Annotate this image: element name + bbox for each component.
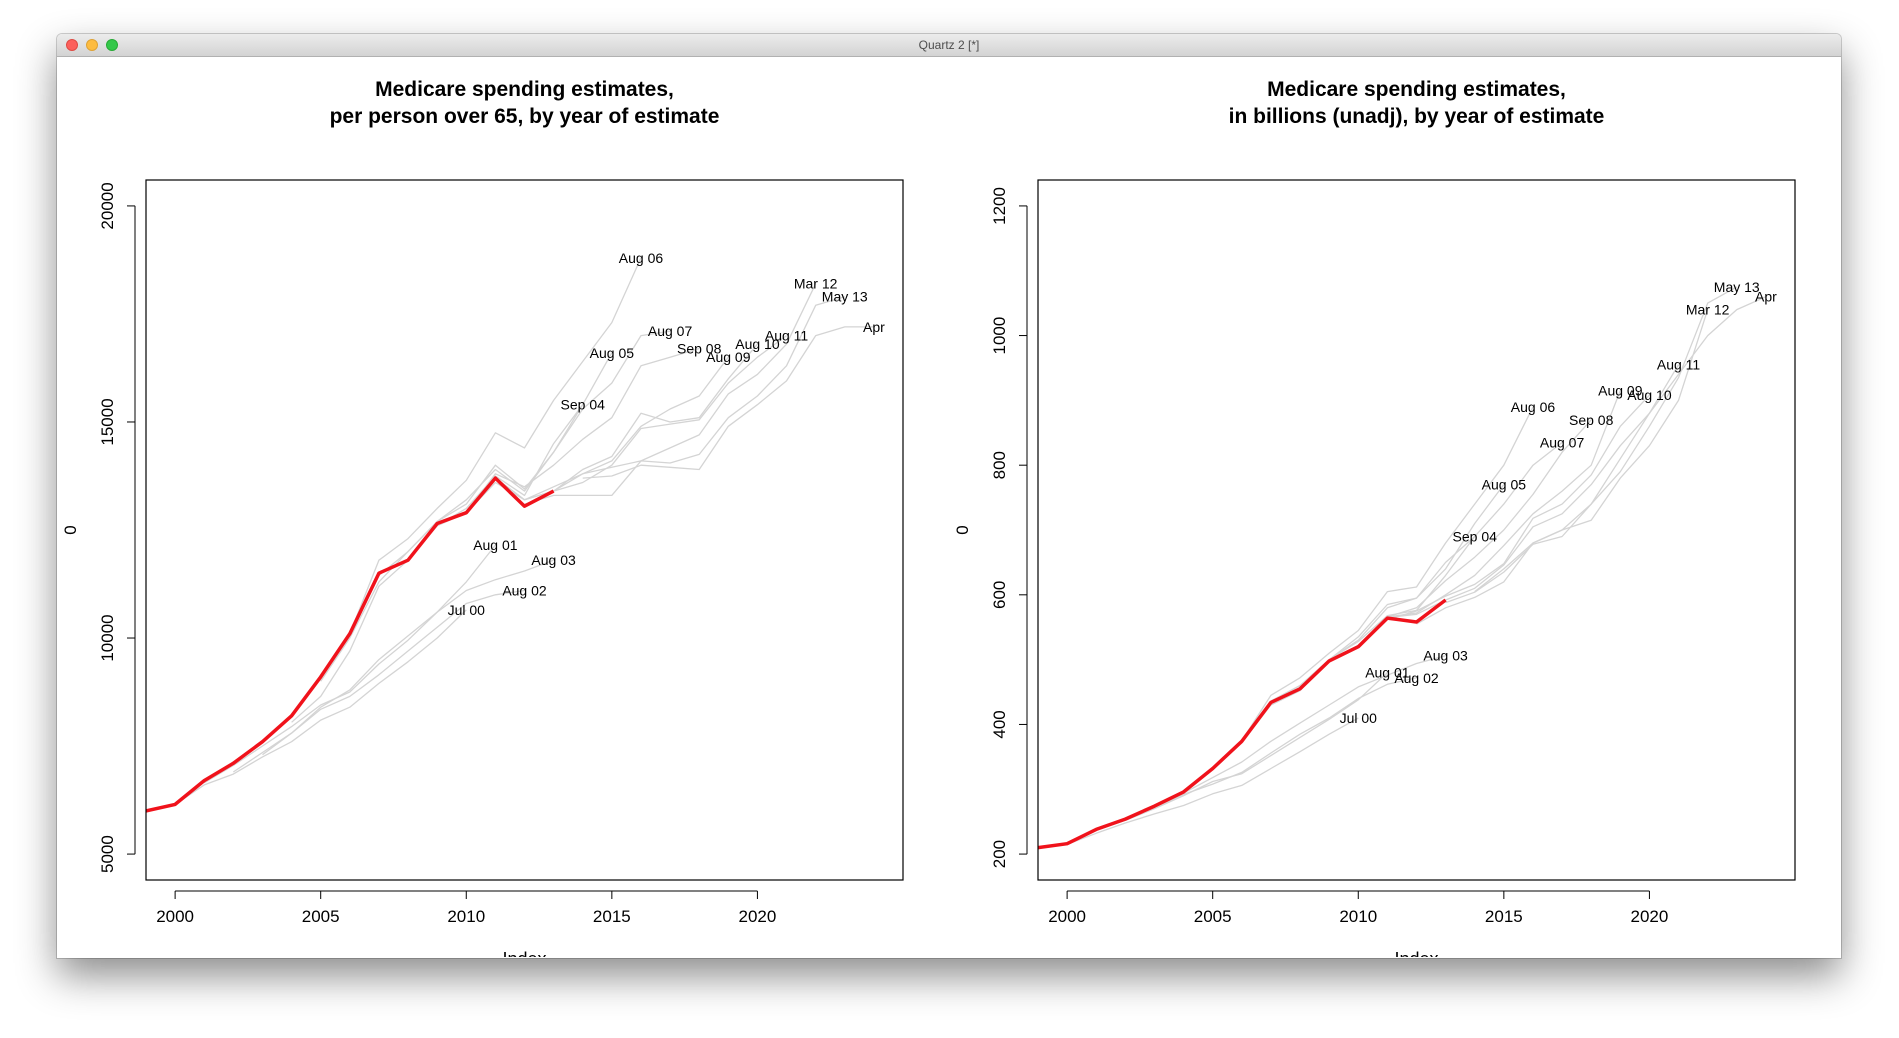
chart-1-series-line — [553, 296, 845, 492]
chart-1-series-label: Apr — [863, 319, 885, 335]
chart-1-plot-frame — [145, 179, 904, 881]
chart-2-series-label: Aug 07 — [1540, 435, 1585, 451]
chart-1-series-line — [465, 343, 758, 514]
chart-1-title: Medicare spending estimates, per person o… — [330, 78, 720, 128]
chart-2-y-tick-label: 200 — [990, 840, 1009, 868]
chart-2-series-label: May 13 — [1714, 279, 1760, 295]
chart-1-x-axis-title: Index — [502, 949, 546, 957]
charts-svg: Medicare spending estimates, per person o… — [61, 78, 1796, 958]
chart-2-y-tick-label: 1000 — [990, 317, 1009, 355]
chart-2-title: Medicare spending estimates, in billions … — [1229, 78, 1605, 128]
chart-2-series-line — [1125, 677, 1417, 820]
chart-1-title-line: Medicare spending estimates, — [375, 78, 674, 101]
chart-2-series-line — [1445, 286, 1738, 604]
chart-2-y-tick-label: 1200 — [990, 187, 1009, 225]
chart-2-series-label: Jul 00 — [1340, 710, 1378, 726]
chart-2-y-tick-label: 800 — [990, 451, 1009, 479]
chart-1-y-tick-label: 20000 — [98, 182, 117, 229]
chart-2-plot-frame — [1037, 179, 1796, 881]
chart-2-series-line — [1474, 296, 1767, 593]
chart-2-series-line — [1066, 717, 1359, 846]
chart-2-series-label: Sep 08 — [1569, 412, 1614, 428]
chart-1-title-line: per person over 65, by year of estimate — [330, 105, 720, 128]
chart-1-series-line — [524, 283, 817, 505]
chart-2-series-label: Aug 02 — [1394, 670, 1439, 686]
chart-1-series-label: Sep 08 — [677, 341, 722, 357]
chart-1-y-axis-title: 0 — [61, 525, 80, 534]
chart-1-series-label: Aug 09 — [706, 349, 751, 365]
chart-2-series-label: Sep 04 — [1453, 528, 1498, 544]
chart-1-series-label: Mar 12 — [794, 276, 838, 292]
chart-2-series-label: Aug 05 — [1482, 477, 1527, 493]
chart-1-y-tick-label: 5000 — [98, 835, 117, 873]
chart-1-series-label: Aug 03 — [531, 552, 576, 568]
chart-2-x-tick-label: 2010 — [1339, 907, 1377, 926]
zoom-window-button[interactable] — [106, 39, 118, 51]
minimize-window-button[interactable] — [86, 39, 98, 51]
chart-1-series-label: May 13 — [822, 289, 868, 305]
plot-window: Quartz 2 [*] Medicare spending estimates… — [57, 34, 1841, 958]
plot-canvas: Medicare spending estimates, per person o… — [57, 57, 1841, 958]
chart-2-series-line — [1154, 655, 1446, 808]
close-window-button[interactable] — [66, 39, 78, 51]
chart-1-series-label: Sep 04 — [561, 397, 606, 413]
chart-1-series-line — [203, 544, 496, 784]
chart-1-series-line — [378, 330, 671, 576]
chart-1-x-tick-label: 2005 — [302, 907, 340, 926]
chart-1-current-line — [146, 476, 555, 813]
chart-1-x-tick-label: 2020 — [739, 907, 777, 926]
chart-2-y-tick-label: 400 — [990, 710, 1009, 738]
chart-1-x-tick-label: 2015 — [593, 907, 631, 926]
chart-1-series-line — [349, 257, 642, 634]
chart-1-series-label: Aug 02 — [502, 582, 547, 598]
chart-1-y-tick-label: 10000 — [98, 614, 117, 661]
chart-2-y-tick-label: 600 — [990, 581, 1009, 609]
chart-2-series-line — [1212, 484, 1505, 771]
chart-1-series-line — [582, 326, 874, 479]
chart-1-series-label: Aug 06 — [619, 250, 664, 266]
chart-1-series-label: Aug 01 — [473, 537, 518, 553]
window-title: Quartz 2 [*] — [918, 38, 980, 52]
chart-1-y-tick-label: 15000 — [98, 398, 117, 445]
chart-1-x-tick-label: 2000 — [156, 907, 194, 926]
chart-2-current-line — [1038, 598, 1447, 850]
chart-1-series-label: Aug 05 — [590, 345, 635, 361]
chart-1-series-label: Aug 07 — [648, 323, 693, 339]
chart-2-series-line — [1387, 364, 1680, 619]
chart-2-series-label: Aug 03 — [1423, 648, 1468, 664]
chart-1-series-label: Jul 00 — [448, 602, 486, 618]
chart-2-series-label: Aug 09 — [1598, 383, 1643, 399]
chart-2-x-axis-title: Index — [1394, 949, 1438, 957]
chart-1-x-tick-label: 2010 — [447, 907, 485, 926]
chart-2-series-label: Aug 10 — [1627, 387, 1672, 403]
chart-2-series-label: Aug 11 — [1657, 357, 1701, 373]
chart-2-x-tick-label: 2000 — [1048, 907, 1086, 926]
chart-2-series-label: Mar 12 — [1686, 302, 1730, 318]
chart-1-series-line — [495, 335, 787, 501]
chart-2-y-axis-title: 0 — [953, 525, 972, 534]
chart-1-series-line — [174, 609, 467, 805]
chart-2-series-line — [1357, 394, 1650, 648]
chart-1-series-label: Aug 10 — [735, 336, 780, 352]
chart-2-series-line — [1096, 672, 1388, 831]
chart-2-series-label: Aug 06 — [1511, 399, 1556, 415]
chart-1-series-line — [320, 352, 613, 682]
chart-2-series-label: Apr — [1755, 289, 1777, 305]
chart-1-series-label: Aug 11 — [765, 328, 809, 344]
chart-2-x-tick-label: 2020 — [1631, 907, 1669, 926]
window-titlebar[interactable]: Quartz 2 [*] — [57, 34, 1841, 57]
chart-2-title-line: in billions (unadj), by year of estimate — [1229, 105, 1605, 128]
chart-2-title-line: Medicare spending estimates, — [1267, 78, 1566, 101]
chart-2-x-tick-label: 2005 — [1194, 907, 1232, 926]
chart-1-series-line — [262, 559, 554, 756]
chart-2-series-label: Aug 01 — [1365, 665, 1410, 681]
chart-2-x-tick-label: 2015 — [1485, 907, 1523, 926]
chart-2-series-line — [1241, 406, 1534, 741]
